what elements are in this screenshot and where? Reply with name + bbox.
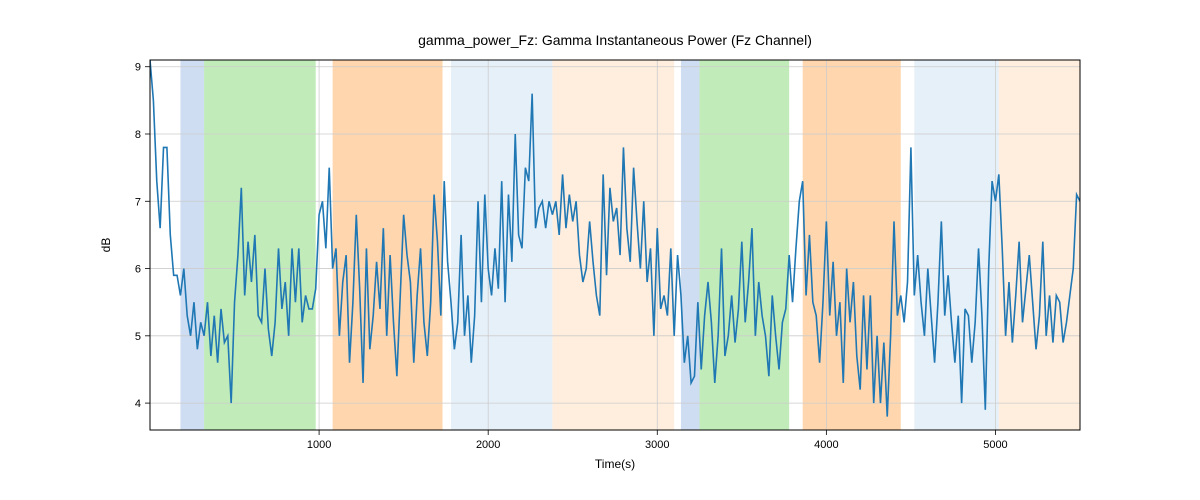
band-3 xyxy=(451,60,552,430)
ytick-label: 9 xyxy=(135,62,141,74)
y-axis-label: dB xyxy=(99,238,113,253)
band-2 xyxy=(333,60,443,430)
chart-container: 1000 2000 3000 4000 5000 4 5 6 7 8 9 Time(s) dB gamma… xyxy=(0,0,1200,500)
band-9 xyxy=(999,60,1080,430)
xtick-label: 1000 xyxy=(307,439,331,451)
xtick-label: 2000 xyxy=(476,439,500,451)
band-1 xyxy=(204,60,316,430)
chart-title: gamma_power_Fz: Gamma Instantaneous Powe… xyxy=(418,32,812,48)
ytick-label: 7 xyxy=(135,196,141,208)
band-0 xyxy=(180,60,204,430)
line-chart: 1000 2000 3000 4000 5000 4 5 6 7 8 9 Time(s) dB gamma… xyxy=(0,0,1200,500)
xtick-label: 3000 xyxy=(645,439,669,451)
ytick-label: 5 xyxy=(135,331,141,343)
ytick-label: 8 xyxy=(135,129,141,141)
ytick-label: 6 xyxy=(135,264,141,276)
band-6 xyxy=(700,60,790,430)
x-axis-label: Time(s) xyxy=(595,457,635,471)
ytick-label: 4 xyxy=(135,398,141,410)
xtick-label: 4000 xyxy=(814,439,838,451)
band-4 xyxy=(552,60,674,430)
xtick-label: 5000 xyxy=(983,439,1007,451)
